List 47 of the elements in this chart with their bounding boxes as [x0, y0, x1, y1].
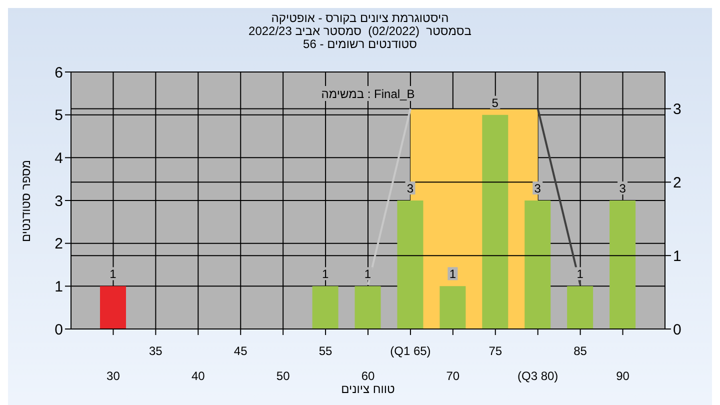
x-tick-label: 55 — [318, 344, 333, 358]
data-label: 5 — [492, 96, 499, 110]
bar — [482, 114, 508, 329]
x-tick-label: 40 — [191, 369, 206, 383]
y-axis-title: מספר סטודנטים — [19, 160, 33, 242]
x-tick-label: 50 — [276, 369, 290, 383]
x-tick-label: 90 — [616, 369, 630, 383]
x-tick-label: 30 — [106, 369, 120, 383]
bar — [567, 286, 594, 329]
bar — [354, 286, 381, 329]
data-label: 1 — [364, 267, 372, 282]
x-tick-label: 35 — [149, 344, 163, 358]
y2-tick-label: 1 — [673, 248, 682, 265]
data-label: 3 — [406, 182, 414, 196]
annotation: במשימה : Final_B — [321, 87, 415, 101]
bar — [312, 286, 338, 329]
y2-tick-label: 3 — [673, 101, 682, 118]
bar — [610, 200, 636, 329]
bar — [100, 286, 126, 329]
x-tick-label: 70 — [446, 369, 460, 383]
data-label: 1 — [110, 267, 117, 282]
y-tick-label: 1 — [54, 278, 63, 296]
chart-subtitle: בסמסטר (02/2022) סמסטר אביב 2022/23 סטודנטים רשומים - 56 — [248, 24, 472, 51]
y-tick-label: 6 — [54, 64, 63, 82]
y-tick-label: 3 — [54, 192, 63, 210]
bar — [397, 200, 424, 329]
y-tick-label: 2 — [54, 236, 63, 253]
x-tick-label: 85 — [574, 344, 588, 358]
x-tick-label: 75 — [488, 344, 502, 358]
bar — [524, 200, 551, 329]
y-tick-label: 0 — [54, 321, 63, 338]
data-label: 1 — [449, 267, 456, 282]
y-tick-label: 4 — [54, 150, 63, 167]
y2-tick-label: 0 — [673, 321, 682, 338]
data-label: 1 — [322, 267, 329, 282]
y-tick-label: 5 — [54, 107, 63, 124]
chart-title: היסטוגרמת ציונים בקורס - אופטיקה — [270, 11, 450, 25]
data-label: 3 — [619, 182, 626, 196]
x-axis-title: טווח ציונים — [341, 382, 396, 396]
x-tick-label: (Q1 65) — [390, 344, 431, 358]
data-label: 1 — [576, 267, 584, 282]
y2-tick-label: 2 — [673, 174, 682, 192]
x-tick-label: 60 — [361, 369, 375, 383]
x-tick-label: (Q3 80) — [518, 369, 558, 383]
bar — [440, 286, 466, 329]
data-label: 3 — [534, 182, 542, 196]
x-tick-label: 45 — [234, 344, 248, 358]
